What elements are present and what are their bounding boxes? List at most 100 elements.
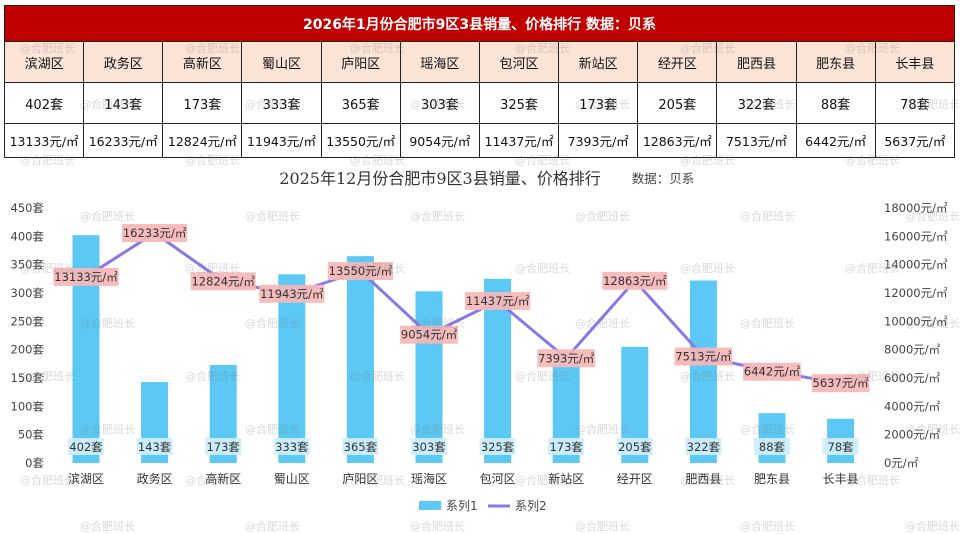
x-tick-label: 长丰县 (823, 472, 859, 486)
bar-label: 88套 (759, 440, 786, 454)
left-tick-label: 150套 (11, 371, 45, 385)
price-label-bg (259, 284, 325, 303)
legend-label-series2: 系列2 (515, 499, 547, 513)
price-label-bg (122, 224, 188, 243)
x-tick-label: 包河区 (480, 472, 516, 486)
price-cell: 13550元/㎡ (320, 123, 401, 158)
bar-label-bg (205, 438, 242, 455)
x-tick-label: 肥西县 (685, 472, 721, 486)
bar-label: 322套 (687, 440, 721, 454)
legend: 系列1 系列2 (419, 499, 547, 513)
price-label: 5637元/㎡ (813, 376, 870, 390)
price-label-bg (53, 267, 119, 286)
price-cell: 16233元/㎡ (83, 123, 164, 158)
legend-label-series1: 系列1 (446, 499, 478, 513)
bar (689, 280, 717, 463)
table-title: 2026年1月份合肥市9区3县销量、价格排行 数据：贝系 (4, 5, 955, 42)
volume-cell: 303套 (399, 82, 480, 124)
bar-label: 333套 (275, 440, 309, 454)
left-tick-label: 200套 (11, 343, 45, 357)
price-label: 12824元/㎡ (191, 274, 255, 288)
volume-cell: 78套 (874, 82, 956, 124)
bar (278, 274, 306, 463)
x-tick-label: 经开区 (617, 472, 653, 486)
x-tick-label: 政务区 (137, 471, 173, 486)
bar-label: 78套 (828, 440, 855, 454)
district-cell: 滨湖区 (3, 41, 85, 83)
volume-cell: 173套 (162, 82, 243, 124)
price-label-bg (190, 272, 256, 291)
district-cell: 庐阳区 (320, 41, 401, 83)
price-label-bg (811, 374, 870, 393)
bar-label-bg (411, 438, 447, 455)
volume-bars (72, 235, 855, 463)
district-cell: 新站区 (558, 41, 639, 83)
x-tick-label: 庐阳区 (342, 471, 378, 486)
district-cell: 包河区 (478, 41, 560, 83)
price-label: 9054元/㎡ (401, 328, 458, 342)
bar-label: 173套 (549, 440, 583, 454)
price-cell: 6442元/㎡ (795, 123, 876, 158)
left-tick-label: 100套 (11, 399, 45, 413)
price-label: 13550元/㎡ (329, 264, 393, 278)
volume-cell: 365套 (320, 82, 401, 124)
bar-label: 402套 (69, 440, 103, 454)
right-tick-label: 18000元/㎡ (884, 201, 948, 215)
x-tick-label: 蜀山区 (274, 472, 310, 486)
x-tick-label: 肥东县 (754, 472, 790, 486)
chart-subtitle: 数据：贝系 (632, 171, 695, 186)
bar-label-bg (754, 438, 790, 455)
price-data-labels: 13133元/㎡ 16233元/㎡ 12824元/㎡ 11943元/㎡ 13550元/㎡… (53, 224, 870, 393)
right-tick-label: 12000元/㎡ (884, 286, 948, 300)
district-cell: 经开区 (637, 41, 718, 83)
price-label: 12863元/㎡ (603, 274, 667, 288)
left-tick-label: 400套 (11, 229, 45, 243)
bar-label: 303套 (412, 440, 446, 454)
volume-data-labels: 402套 143套 173套 333套 365套 303套 325套 173套 205套 322套… (68, 438, 859, 455)
table-title-row: 2026年1月份合肥市9区3县销量、价格排行 数据：贝系 (4, 5, 955, 42)
price-cell: 9054元/㎡ (399, 123, 480, 158)
district-cell: 长丰县 (874, 41, 956, 83)
volume-row: 402套 143套 173套 333套 365套 303套 325套 173套 205套 322套… (3, 82, 956, 124)
left-axis: 0套 50套 100套 150套 200套 250套 300套 350套 400套 450套 (11, 201, 45, 470)
district-cell: 瑶海区 (399, 41, 480, 83)
bar-label: 173套 (206, 440, 240, 454)
district-header-row: 滨湖区 政务区 高新区 蜀山区 庐阳区 瑶海区 包河区 新站区 经开区 肥西县 肥东县 长丰县 (3, 41, 956, 83)
price-label-bg (537, 349, 596, 368)
chart-title: 2025年12月份合肥市9区3县销量、价格排行 (279, 169, 600, 188)
right-tick-label: 10000元/㎡ (884, 314, 948, 328)
volume-cell: 325套 (478, 82, 560, 124)
legend-swatch-series1 (419, 501, 441, 510)
right-tick-label: 8000元/㎡ (884, 343, 941, 357)
x-tick-label: 滨湖区 (68, 471, 104, 486)
price-cell: 11437元/㎡ (478, 123, 560, 158)
volume-cell: 205套 (637, 82, 718, 124)
price-label: 6442元/㎡ (744, 365, 801, 379)
right-axis: 0元/㎡ 2000元/㎡ 4000元/㎡ 6000元/㎡ 8000元/㎡ 10000元/㎡… (884, 201, 948, 470)
price-cell: 12824元/㎡ (162, 123, 243, 158)
price-label: 16233元/㎡ (123, 226, 187, 240)
price-row: 13133元/㎡ 16233元/㎡ 12824元/㎡ 11943元/㎡ 13550元/㎡… (3, 123, 956, 158)
x-tick-label: 瑶海区 (411, 471, 447, 486)
price-label: 7393元/㎡ (538, 351, 595, 365)
bar-label: 365套 (344, 440, 378, 454)
price-cell: 12863元/㎡ (637, 123, 718, 158)
volume-cell: 402套 (3, 82, 85, 124)
district-cell: 政务区 (83, 41, 164, 83)
left-tick-label: 0套 (25, 456, 44, 470)
district-cell: 蜀山区 (241, 41, 322, 83)
right-tick-label: 6000元/㎡ (884, 371, 941, 385)
right-tick-label: 2000元/㎡ (884, 428, 941, 442)
bar-label-bg (342, 438, 379, 455)
price-label-bg (327, 262, 393, 281)
bar-label-bg (616, 438, 653, 455)
bar-label-bg (548, 438, 585, 455)
bar-label: 325套 (481, 440, 515, 454)
bar (346, 256, 374, 463)
sales-price-chart: 2025年12月份合肥市9区3县销量、价格排行 数据：贝系 0套 50套 100套 1… (11, 169, 948, 513)
bar-label-bg (685, 438, 722, 455)
volume-cell: 143套 (83, 82, 164, 124)
sales-price-table: 2026年1月份合肥市9区3县销量、价格排行 数据：贝系 滨湖区 政务区 高新区 蜀山… (3, 5, 956, 158)
volume-cell: 173套 (558, 82, 639, 124)
price-label-bg (465, 291, 531, 310)
